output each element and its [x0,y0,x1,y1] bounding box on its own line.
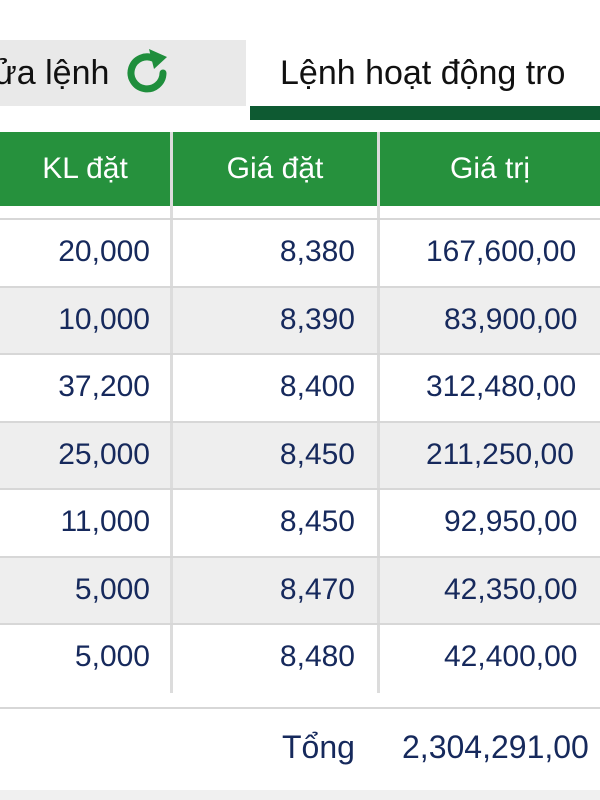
table-row[interactable]: 10,000 8,390 83,900,00 [0,285,600,355]
column-divider [170,132,173,206]
price-cell: 8,470 [279,572,355,606]
column-header-price[interactable]: Giá đặt [226,152,324,185]
value-cell: 211,250,00 [426,437,574,471]
qty-cell: 25,000 [58,437,150,471]
tab-active-orders-label: Lệnh hoạt động tro [280,54,566,92]
value-cell: 83,900,00 [444,302,578,336]
column-divider [170,220,173,288]
active-tab-indicator [250,106,600,120]
column-divider [170,557,173,625]
column-divider [377,490,380,558]
column-divider [377,355,380,423]
column-divider [170,287,173,355]
qty-cell: 37,200 [58,370,150,403]
tab-order-edit-label: ửa lệnh [0,53,110,92]
price-cell: 8,450 [279,437,355,471]
table-header: KL đặt Giá đặt Giá trị [0,132,600,206]
price-cell: 8,400 [279,370,355,403]
qty-cell: 20,000 [58,235,150,268]
column-divider [170,625,173,693]
column-divider [377,422,380,490]
column-divider [170,422,173,490]
qty-cell: 11,000 [60,505,150,538]
price-cell: 8,480 [279,640,355,673]
column-divider [377,132,380,206]
table-row[interactable]: 11,000 8,450 92,950,00 [0,488,600,558]
column-header-qty[interactable]: KL đặt [42,152,128,185]
column-divider [377,206,380,218]
value-cell: 42,400,00 [444,640,578,673]
total-value: 2,304,291,00 [402,729,589,765]
tab-order-edit[interactable]: ửa lệnh [0,40,246,106]
table-footer: Tổng 2,304,291,00 [0,707,600,792]
column-divider [377,625,380,693]
price-cell: 8,380 [279,235,355,268]
table-row[interactable]: 25,000 8,450 211,250,00 [0,420,600,490]
table-body: 20,000 8,380 167,600,00 10,000 8,390 83,900,0… [0,218,600,693]
column-divider [170,206,173,218]
price-cell: 8,450 [279,505,355,538]
orders-table: KL đặt Giá đặt Giá trị 20,000 8,380 167,60… [0,132,600,693]
column-divider [377,557,380,625]
column-header-value[interactable]: Giá trị [449,152,530,185]
qty-cell: 10,000 [58,302,150,336]
price-cell: 8,390 [279,302,355,336]
tab-bar: ửa lệnh Lệnh hoạt động tro [0,0,600,130]
value-cell: 312,480,00 [426,370,577,403]
table-row[interactable]: 5,000 8,470 42,350,00 [0,555,600,625]
column-divider [377,220,380,288]
table-row[interactable]: 5,000 8,480 42,400,00 [0,623,600,693]
column-divider [170,490,173,558]
total-label: Tổng [282,729,355,765]
table-row[interactable]: 20,000 8,380 167,600,00 [0,218,600,288]
value-cell: 92,950,00 [444,505,578,538]
table-row[interactable]: 37,200 8,400 312,480,00 [0,353,600,423]
qty-cell: 5,000 [74,640,150,673]
value-cell: 42,350,00 [444,572,578,606]
bottom-strip [0,790,600,800]
refresh-icon[interactable] [121,47,173,99]
column-divider [170,355,173,423]
tab-active-orders[interactable]: Lệnh hoạt động tro [250,40,600,120]
header-spacer [0,206,600,218]
qty-cell: 5,000 [74,572,150,606]
column-divider [377,287,380,355]
value-cell: 167,600,00 [426,235,577,268]
